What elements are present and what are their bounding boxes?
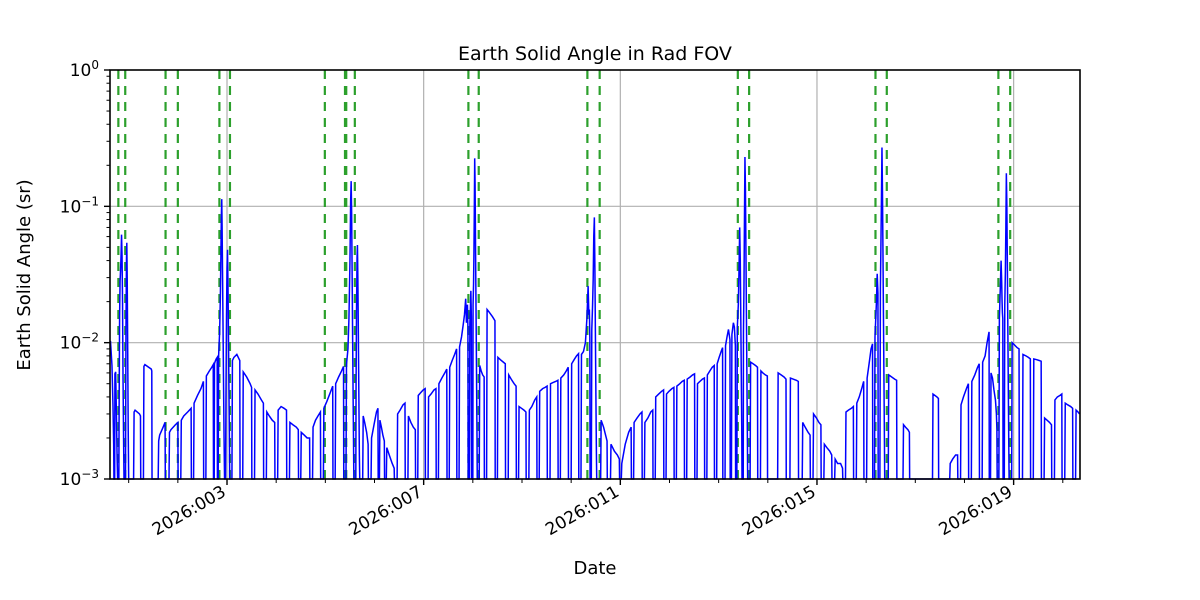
plot-border — [109, 69, 1081, 480]
axis-ticks — [104, 69, 1064, 485]
data-series-lines — [109, 147, 1081, 480]
x-axis-label: Date — [573, 558, 616, 579]
chart-title: Earth Solid Angle in Rad FOV — [458, 43, 732, 65]
series-path-0 — [109, 147, 1081, 480]
axes-frame — [109, 69, 1081, 480]
y-tick-label: 100 — [70, 58, 99, 81]
y-axis-label: Earth Solid Angle (sr) — [14, 179, 35, 370]
y-axis-tick-labels: 10−3 10−2 10−1 100 — [60, 58, 99, 490]
y-tick-label: 10−3 — [60, 467, 99, 490]
y-tick-label: 10−2 — [60, 331, 99, 354]
y-tick-label: 10−1 — [60, 194, 99, 217]
